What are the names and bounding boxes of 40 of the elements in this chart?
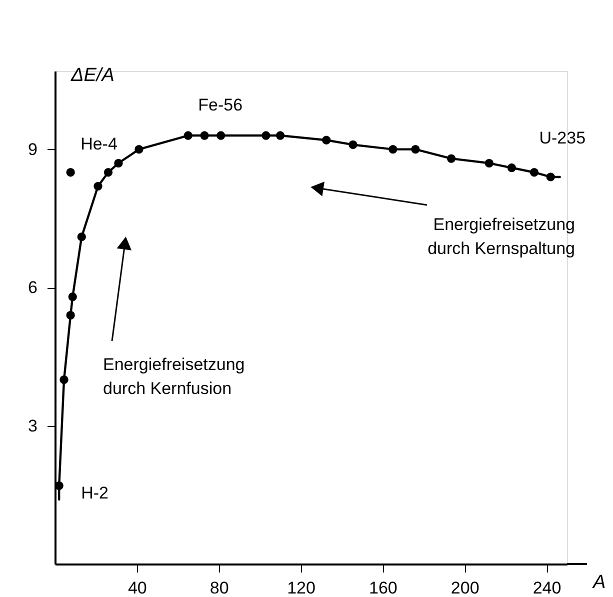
point [446,154,456,163]
annotation: Energiefreisetzung durch Kernfusion [103,355,245,398]
point [66,310,75,320]
x-tick-label: 240 [532,578,562,597]
y-tick-label: 6 [28,278,38,298]
y-tick-label: 3 [28,416,38,436]
annotation: He-4 [80,134,118,154]
point [262,131,270,140]
point [134,145,144,154]
x-tick-label: 80 [210,578,229,597]
x-tick-label: 160 [368,578,398,597]
point [114,158,123,168]
point [68,292,77,302]
x-tick-label: 120 [287,578,316,597]
point [507,163,516,172]
point [546,172,555,182]
point [388,145,398,154]
annotation: U-235 [539,128,586,148]
point [200,131,209,140]
point [322,136,331,144]
y-axis-title: ΔE/A [70,65,114,86]
point [184,131,192,140]
y-tick-label: 9 [28,140,38,159]
point [216,131,226,140]
point [66,168,75,177]
point [348,140,358,150]
x-tick-label: 200 [450,578,480,597]
point [104,168,113,177]
x-tick-label: 40 [128,578,147,597]
point [77,232,86,242]
annotation: Fe-56 [198,96,243,115]
point [484,158,494,168]
point [60,375,68,384]
point [530,168,539,177]
annotation: H-2 [81,484,108,503]
point [276,131,285,140]
x-axis-title: A [592,572,606,593]
point [411,145,420,154]
annotation: Energiefreisetzung durch Kernspaltung [428,215,575,258]
point [94,182,102,191]
